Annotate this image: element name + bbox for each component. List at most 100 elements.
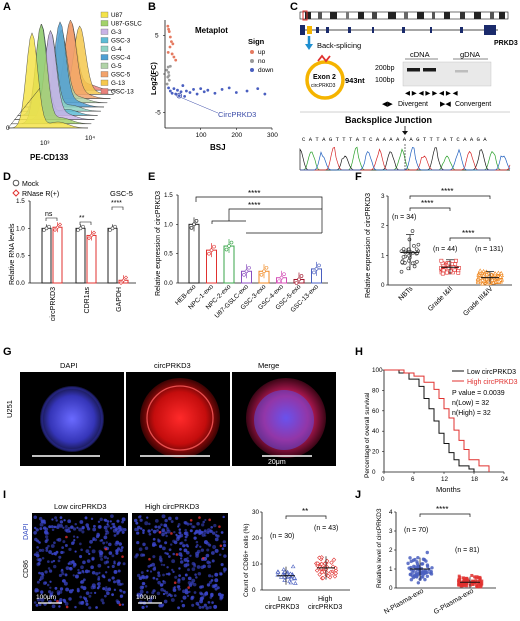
point-down (256, 87, 260, 91)
nucleus (192, 582, 197, 587)
point-low (292, 575, 297, 580)
point-1 (448, 269, 453, 273)
point-down (192, 88, 195, 91)
point (264, 265, 269, 270)
nucleus (194, 573, 197, 576)
y-tick-label: 10 (252, 561, 260, 568)
point-up (166, 51, 170, 54)
cd86-y-ticks: 0 10 20 30 (252, 509, 262, 594)
point-no (165, 82, 169, 86)
nucleus (47, 567, 51, 570)
nucleus (44, 539, 48, 544)
point-normal (416, 581, 421, 585)
point-normal (428, 571, 433, 575)
exo-sig-mid: **** (248, 201, 260, 210)
cd86-cell (65, 535, 68, 539)
panel-letter-d: D (3, 171, 11, 183)
point (209, 248, 214, 252)
nucleus (202, 520, 206, 524)
point-high (317, 555, 322, 561)
point-mock (108, 228, 112, 232)
nucleus (140, 571, 144, 574)
nucleus (45, 546, 49, 550)
point-glioma (475, 585, 479, 589)
point-glioma (462, 577, 466, 581)
metaplot-annotation: CircPRKD3 (218, 110, 256, 119)
legend-swatch-g-13 (100, 79, 109, 86)
point-normal (406, 561, 410, 566)
nucleus (38, 571, 41, 575)
panel-h: Percentage of overall survival Months 0 6… (364, 367, 518, 494)
nucleus (146, 516, 149, 519)
nucleus (121, 520, 124, 524)
point-0 (410, 261, 415, 266)
nucleus (62, 598, 66, 602)
tissue-significance: **** **** **** (409, 187, 491, 241)
nucleus (90, 517, 94, 521)
nucleus (144, 584, 148, 588)
nucleus (177, 525, 180, 528)
cd86-scale-high: 100μm (136, 594, 156, 601)
panel-letter-h: H (355, 346, 363, 358)
nucleus (159, 555, 162, 559)
nucleus (152, 542, 157, 546)
nucleus (107, 587, 112, 592)
nucleus (145, 590, 149, 594)
point-2 (496, 270, 501, 275)
survival-ticks: 0 6 12 18 24 0 20 40 60 80 100 (372, 367, 509, 483)
backsplice-junction-title: Backsplice Junction (345, 115, 432, 125)
nucleus (166, 566, 169, 569)
nucleus (201, 605, 205, 609)
nucleus (166, 552, 169, 556)
point-high (319, 569, 325, 575)
nucleus (93, 591, 97, 595)
nucleus (191, 561, 196, 566)
nucleus (167, 572, 171, 576)
nucleus (78, 527, 83, 532)
point-1 (441, 268, 446, 273)
nucleus (106, 523, 109, 526)
point-low (288, 580, 294, 585)
panel-f: Relative expression of circPRKD3 0 1 2 3 **… (365, 187, 512, 318)
nucleus (33, 515, 38, 520)
nucleus (210, 593, 214, 596)
nucleus (71, 588, 74, 592)
legend-label-gsc-3: GSC-3 (111, 38, 131, 45)
nucleus (203, 530, 207, 535)
nucleus (60, 568, 64, 572)
nucleus (178, 574, 181, 577)
nucleus (40, 597, 45, 602)
nucleus (190, 581, 194, 585)
nucleus (205, 553, 210, 558)
nucleus (65, 587, 70, 592)
point-rnase (55, 225, 60, 230)
nucleus (91, 556, 95, 561)
legend-swatch-g-3 (100, 28, 109, 35)
cd86-cell (56, 599, 59, 603)
nucleus (150, 528, 154, 531)
nucleus (122, 590, 126, 594)
nucleus (191, 603, 195, 607)
cd86-cell (148, 557, 151, 561)
nucleus (74, 574, 79, 579)
point-2 (480, 277, 485, 282)
cd86-cat-low-1: Low (278, 596, 292, 603)
nucleus (61, 572, 65, 576)
nucleus (141, 605, 145, 610)
point-no (166, 65, 170, 69)
rnase-group-label: GSC-5 (110, 189, 133, 198)
nucleus (73, 538, 76, 542)
point-1 (439, 258, 444, 263)
nucleus (113, 570, 118, 574)
rnase-y-ticks: 0.0 0.5 1.0 1.5 (16, 198, 30, 287)
nucleus (119, 583, 123, 586)
circrna-length-label: 943nt (345, 76, 365, 85)
survival-curve-high (384, 369, 490, 472)
point-down (206, 88, 210, 92)
nucleus (164, 590, 169, 595)
nucleus (196, 522, 200, 526)
gene-name-label: PRKD3 (494, 40, 518, 47)
y-tick-label: 80 (372, 387, 380, 394)
survival-n-high: n(High) = 32 (452, 410, 491, 417)
x-tick-label: 24 (501, 476, 509, 483)
